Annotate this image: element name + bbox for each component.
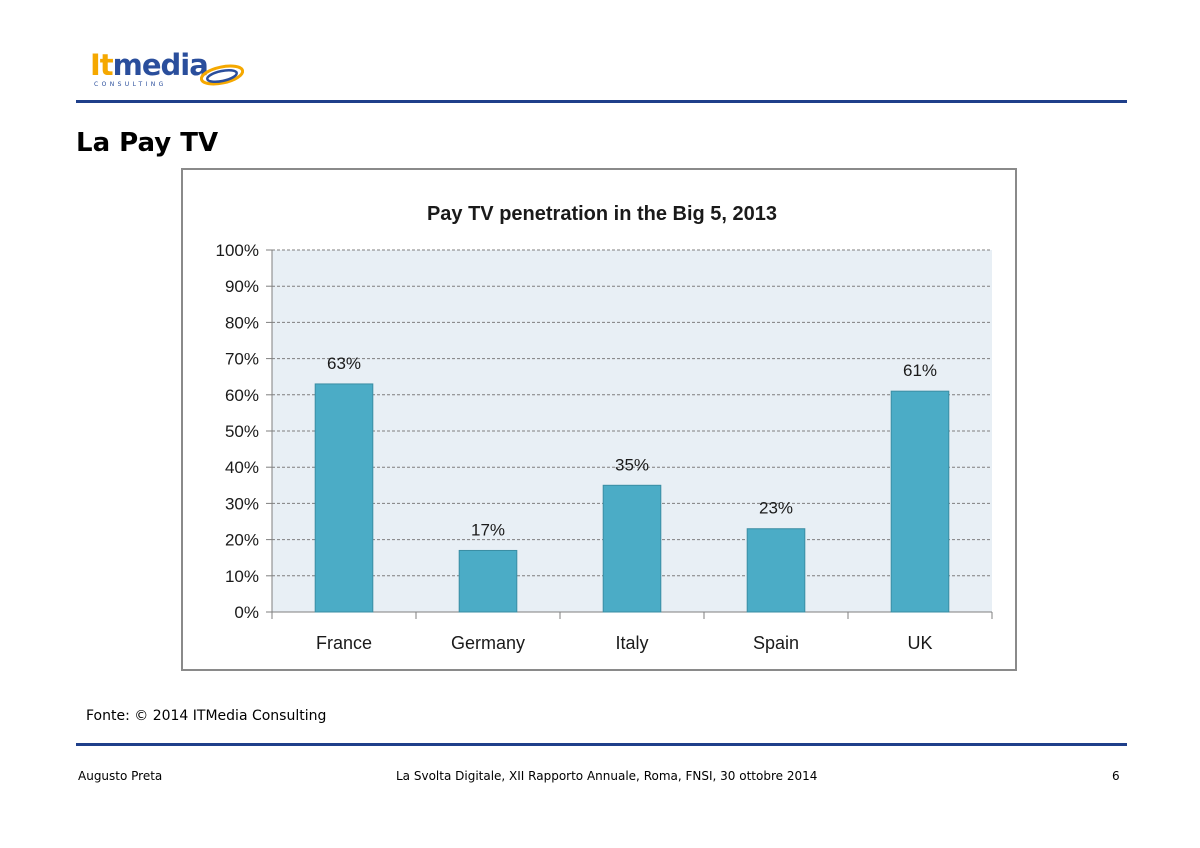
x-tick-label: Spain xyxy=(753,633,799,653)
y-tick-label: 60% xyxy=(225,386,259,405)
bar-germany xyxy=(458,549,518,613)
x-tick-label: UK xyxy=(907,633,932,653)
footer-divider xyxy=(76,743,1127,746)
data-label: 61% xyxy=(903,361,937,380)
y-tick-label: 40% xyxy=(225,458,259,477)
x-tick-label: France xyxy=(316,633,372,653)
bar-spain xyxy=(746,528,806,613)
bar-uk xyxy=(890,390,950,613)
logo-wordmark: Itmedia xyxy=(90,48,209,82)
chart-frame: Pay TV penetration in the Big 5, 2013 0% 1… xyxy=(181,168,1017,671)
data-label: 63% xyxy=(327,354,361,373)
header-divider xyxy=(76,100,1127,103)
data-label: 35% xyxy=(615,455,649,474)
logo-part-media: media xyxy=(112,48,209,82)
chart-title: Pay TV penetration in the Big 5, 2013 xyxy=(427,203,777,225)
bar-italy xyxy=(602,484,662,613)
data-label: 17% xyxy=(471,520,505,539)
footer-author: Augusto Preta xyxy=(78,769,163,783)
x-tick-label: Italy xyxy=(615,633,648,653)
y-tick-label: 70% xyxy=(225,350,259,369)
logo-subtitle: CONSULTING xyxy=(94,81,167,88)
y-tick-label: 100% xyxy=(216,241,259,260)
source-note: Fonte: © 2014 ITMedia Consulting xyxy=(86,708,327,724)
x-tick-label: Germany xyxy=(451,633,525,653)
data-label: 23% xyxy=(759,499,793,518)
y-tick-label: 20% xyxy=(225,531,259,550)
logo-swoosh-icon xyxy=(199,64,245,86)
y-tick-label: 0% xyxy=(234,603,259,622)
y-tick-label: 30% xyxy=(225,494,259,513)
footer-page-number: 6 xyxy=(1112,769,1120,783)
y-tick-label: 90% xyxy=(225,277,259,296)
bar-france xyxy=(314,383,374,613)
bar-chart: Pay TV penetration in the Big 5, 2013 0% 1… xyxy=(216,203,993,653)
logo-part-it: It xyxy=(90,48,114,82)
page-title: La Pay TV xyxy=(76,128,219,158)
y-tick-label: 80% xyxy=(225,313,259,332)
footer-event: La Svolta Digitale, XII Rapporto Annuale… xyxy=(396,769,818,783)
y-tick-label: 50% xyxy=(225,422,259,441)
brand-logo: Itmedia CONSULTING xyxy=(90,48,260,94)
y-tick-label: 10% xyxy=(225,567,259,586)
